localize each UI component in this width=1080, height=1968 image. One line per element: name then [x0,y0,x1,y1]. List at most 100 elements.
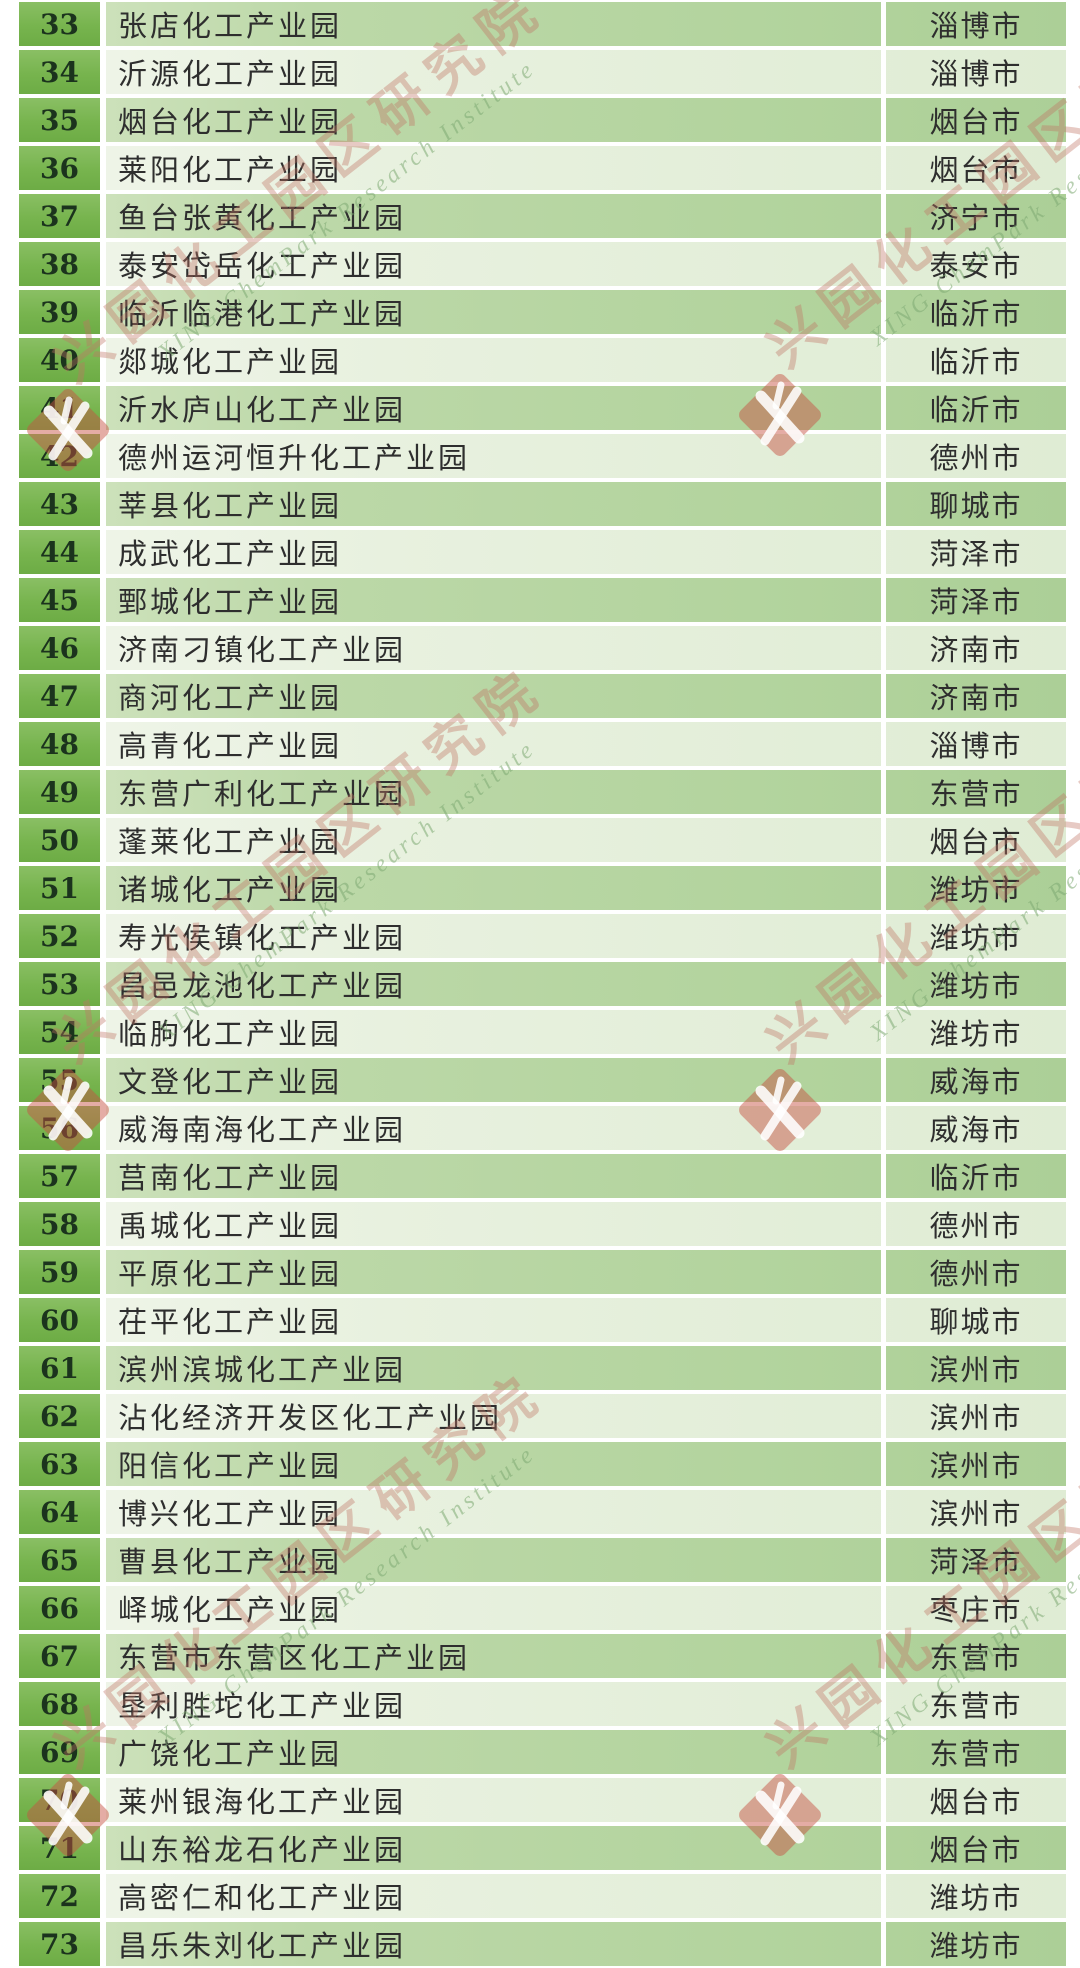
rank-cell: 62 [19,1394,100,1438]
chempark-ranking-table: 33 张店化工产业园 淄博市 34 沂源化工产业园 淄博市 35 烟台化工产业园… [19,1,1066,1968]
rank-cell: 72 [19,1874,100,1918]
park-name-cell: 烟台化工产业园 [118,107,343,139]
park-name-cell: 成武化工产业园 [118,539,343,571]
park-name-cell: 泰安岱岳化工产业园 [118,251,407,283]
park-name-cell: 曹县化工产业园 [118,1547,343,1579]
rank-cell: 42 [19,434,100,478]
park-name-cell: 莒南化工产业园 [118,1163,343,1195]
rank-cell: 68 [19,1682,100,1726]
city-cell: 泰安市 [929,251,1023,283]
city-cell: 潍坊市 [929,1931,1023,1963]
city-cell: 德州市 [929,443,1023,475]
park-name-cell: 莘县化工产业园 [118,491,343,523]
city-cell: 滨州市 [929,1451,1023,1483]
rank-cell: 44 [19,530,100,574]
table-row: 54 临朐化工产业园 潍坊市 [19,1009,1066,1055]
park-name-cell: 张店化工产业园 [118,11,343,43]
city-cell: 潍坊市 [929,1883,1023,1915]
rank-cell: 37 [19,194,100,238]
rank-cell: 60 [19,1298,100,1342]
city-cell: 菏泽市 [929,587,1023,619]
table-row: 49 东营广利化工产业园 东营市 [19,769,1066,815]
table-row: 39 临沂临港化工产业园 临沂市 [19,289,1066,335]
park-name-cell: 沾化经济开发区化工产业园 [118,1403,503,1435]
city-cell: 德州市 [929,1259,1023,1291]
park-name-cell: 昌乐朱刘化工产业园 [118,1931,407,1963]
rank-cell: 40 [19,338,100,382]
park-name-cell: 德州运河恒升化工产业园 [118,443,471,475]
table-row: 62 沾化经济开发区化工产业园 滨州市 [19,1393,1066,1439]
park-name-cell: 鄄城化工产业园 [118,587,343,619]
rank-cell: 36 [19,146,100,190]
rank-cell: 71 [19,1826,100,1870]
city-cell: 威海市 [929,1115,1023,1147]
table-row: 69 广饶化工产业园 东营市 [19,1729,1066,1775]
city-cell: 烟台市 [929,1787,1023,1819]
city-cell: 东营市 [929,1739,1023,1771]
table-row: 72 高密仁和化工产业园 潍坊市 [19,1873,1066,1919]
table-row: 46 济南刁镇化工产业园 济南市 [19,625,1066,671]
park-name-cell: 郯城化工产业园 [118,347,343,379]
table-row: 63 阳信化工产业园 滨州市 [19,1441,1066,1487]
table-row: 71 山东裕龙石化产业园 烟台市 [19,1825,1066,1871]
table-row: 64 博兴化工产业园 滨州市 [19,1489,1066,1535]
city-cell: 东营市 [929,1691,1023,1723]
table-row: 48 高青化工产业园 淄博市 [19,721,1066,767]
park-name-cell: 威海南海化工产业园 [118,1115,407,1147]
rank-cell: 73 [19,1922,100,1966]
city-cell: 聊城市 [929,1307,1023,1339]
city-cell: 滨州市 [929,1355,1023,1387]
rank-cell: 50 [19,818,100,862]
city-cell: 临沂市 [929,347,1023,379]
park-name-cell: 莱州银海化工产业园 [118,1787,407,1819]
park-name-cell: 诸城化工产业园 [118,875,343,907]
table-row: 45 鄄城化工产业园 菏泽市 [19,577,1066,623]
city-cell: 临沂市 [929,1163,1023,1195]
table-row: 58 禹城化工产业园 德州市 [19,1201,1066,1247]
table-row: 73 昌乐朱刘化工产业园 潍坊市 [19,1921,1066,1967]
park-name-cell: 沂源化工产业园 [118,59,343,91]
table-row: 70 莱州银海化工产业园 烟台市 [19,1777,1066,1823]
rank-cell: 33 [19,2,100,46]
table-row: 41 沂水庐山化工产业园 临沂市 [19,385,1066,431]
rank-cell: 69 [19,1730,100,1774]
rank-cell: 43 [19,482,100,526]
rank-cell: 48 [19,722,100,766]
table-row: 53 昌邑龙池化工产业园 潍坊市 [19,961,1066,1007]
rank-cell: 38 [19,242,100,286]
rank-cell: 63 [19,1442,100,1486]
park-name-cell: 高密仁和化工产业园 [118,1883,407,1915]
city-cell: 菏泽市 [929,539,1023,571]
city-cell: 淄博市 [929,11,1023,43]
park-name-cell: 临朐化工产业园 [118,1019,343,1051]
table-row: 66 峄城化工产业园 枣庄市 [19,1585,1066,1631]
park-name-cell: 山东裕龙石化产业园 [118,1835,407,1867]
table-row: 55 文登化工产业园 威海市 [19,1057,1066,1103]
table-row: 68 垦利胜坨化工产业园 东营市 [19,1681,1066,1727]
table-row: 34 沂源化工产业园 淄博市 [19,49,1066,95]
table-row: 67 东营市东营区化工产业园 东营市 [19,1633,1066,1679]
city-cell: 潍坊市 [929,971,1023,1003]
rank-cell: 39 [19,290,100,334]
table-row: 56 威海南海化工产业园 威海市 [19,1105,1066,1151]
rank-cell: 67 [19,1634,100,1678]
city-cell: 烟台市 [929,1835,1023,1867]
park-name-cell: 峄城化工产业园 [118,1595,343,1627]
rank-cell: 66 [19,1586,100,1630]
city-cell: 威海市 [929,1067,1023,1099]
city-cell: 潍坊市 [929,1019,1023,1051]
rank-cell: 49 [19,770,100,814]
city-cell: 烟台市 [929,827,1023,859]
rank-cell: 53 [19,962,100,1006]
city-cell: 临沂市 [929,299,1023,331]
rank-cell: 34 [19,50,100,94]
city-cell: 济南市 [929,683,1023,715]
park-name-cell: 沂水庐山化工产业园 [118,395,407,427]
rank-cell: 47 [19,674,100,718]
park-name-cell: 广饶化工产业园 [118,1739,343,1771]
table-row: 47 商河化工产业园 济南市 [19,673,1066,719]
city-cell: 滨州市 [929,1403,1023,1435]
rank-cell: 51 [19,866,100,910]
park-name-cell: 莱阳化工产业园 [118,155,343,187]
